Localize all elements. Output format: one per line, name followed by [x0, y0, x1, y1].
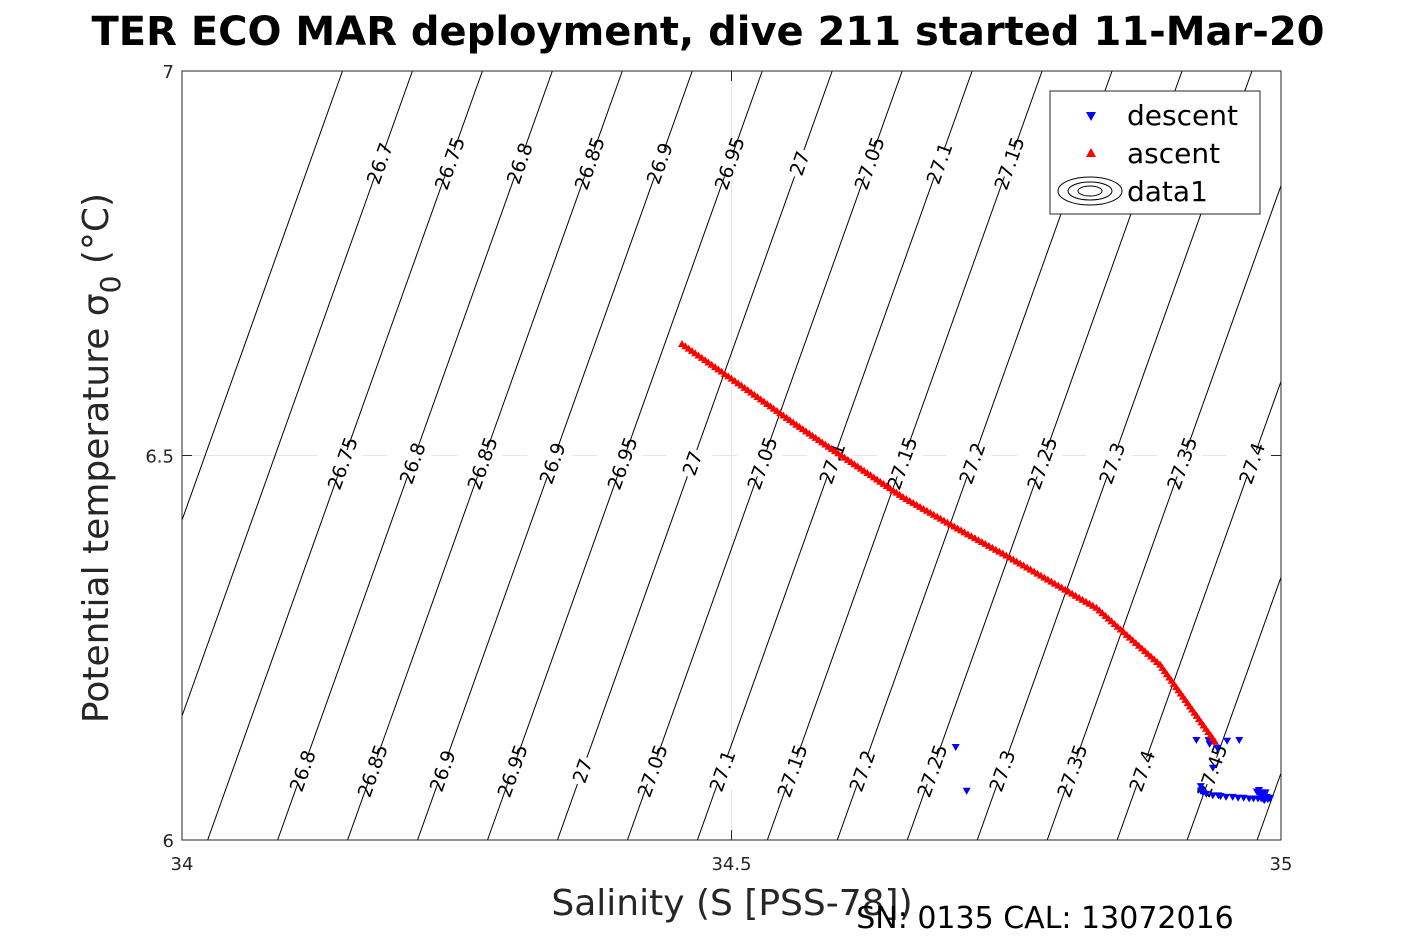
contour-label-bg	[1012, 441, 1072, 486]
contour-label-bg	[490, 141, 549, 186]
contour-label-bg	[383, 441, 442, 486]
contour-label-bg	[1112, 748, 1172, 793]
chart-title: TER ECO MAR deployment, dive 211 started…	[91, 9, 1324, 55]
contour-label-bg	[1182, 748, 1242, 793]
x-tick-label: 34.5	[711, 854, 751, 875]
contour-label-bg	[1082, 441, 1142, 486]
descent-point	[1263, 796, 1272, 804]
descent-point	[1196, 783, 1205, 791]
descent-point	[1234, 794, 1243, 802]
contour-label-bg	[420, 141, 479, 186]
ascent-marker-icon	[1086, 148, 1096, 157]
contour-label-bg	[1042, 748, 1102, 793]
contour-label-bg	[1222, 441, 1281, 486]
descent-point	[962, 787, 971, 795]
contour-label-bg	[832, 748, 892, 793]
contour-label-bg	[902, 748, 962, 793]
contour-label-bg	[630, 141, 689, 186]
contour-label-bg	[522, 441, 582, 486]
contour-label-bg	[732, 441, 792, 486]
contour-label-bg	[840, 141, 899, 186]
descent-point	[1239, 794, 1248, 802]
y-axis-label-unit: (°C)	[76, 193, 117, 276]
ascent-point	[1211, 737, 1220, 745]
contour-label-bg	[802, 441, 862, 486]
contour-label-bg	[909, 141, 969, 186]
contour-label-bg	[350, 141, 409, 186]
contour-label-bg	[560, 141, 619, 186]
footer-serial-cal: SN: 0135 CAL: 13072016	[856, 901, 1234, 936]
descent-point	[1258, 790, 1267, 798]
contour-label-bg	[700, 141, 759, 186]
contour-label-bg	[313, 441, 372, 486]
descent-point	[1228, 793, 1237, 801]
contour-label-bg	[1152, 441, 1212, 486]
descent-point	[1192, 737, 1201, 745]
x-tick-label: 34	[171, 854, 194, 875]
contour-label-bg	[592, 441, 652, 486]
contour-label-bg	[273, 748, 332, 793]
legend-entry-contours: data1	[1057, 175, 1208, 208]
isopycnal-line	[1327, 71, 1417, 840]
contour-label-bg	[972, 748, 1032, 793]
legend-entry-descent: descent	[1086, 99, 1238, 132]
descent-point	[1208, 764, 1217, 772]
y-tick-label: 7	[163, 62, 174, 83]
descent-point	[1205, 740, 1214, 748]
contour-label-bg	[622, 748, 682, 793]
isopycnal-line	[182, 71, 343, 522]
contour-label-bg	[872, 441, 932, 486]
contour-label-bg	[979, 141, 1039, 186]
x-axis-label: Salinity (S [PSS-78])	[551, 883, 912, 924]
contour-label-bg	[453, 441, 512, 486]
legend-label-descent: descent	[1127, 99, 1238, 132]
descent-point	[1222, 793, 1231, 801]
contour-label-bg	[942, 441, 1002, 486]
contour-label-bg	[762, 748, 822, 793]
descent-point	[951, 743, 960, 751]
legend-entry-ascent: ascent	[1086, 137, 1220, 170]
contour-label-bg	[552, 748, 612, 793]
y-axis-label: Potential temperature σ0 (°C)	[76, 193, 127, 723]
descent-point	[1252, 788, 1261, 796]
contour-label-bg	[413, 748, 472, 793]
descent-point	[1213, 744, 1222, 752]
descent-marker-icon	[1086, 112, 1096, 121]
isopycnal-line	[1186, 575, 1281, 840]
y-tick-label: 6	[163, 831, 174, 852]
y-tick-label: 6.5	[145, 447, 174, 468]
legend: descent ascent data1	[1049, 90, 1261, 215]
y-axis-label-subscript: 0	[94, 276, 127, 294]
descent-point	[1235, 737, 1244, 745]
data-series	[678, 339, 1275, 805]
y-axis-label-main: Potential temperature σ	[76, 293, 117, 723]
contour-label-bg	[770, 141, 829, 186]
axis-ticks: 34 34.5 35 6 6.5 7	[145, 62, 1292, 875]
contour-label-bg	[483, 748, 542, 793]
descent-point	[1216, 793, 1225, 801]
contour-label-bg	[662, 441, 722, 486]
descent-point	[1223, 737, 1232, 745]
legend-box	[1049, 90, 1261, 215]
contour-label-bg	[692, 748, 752, 793]
isopycnal-line	[182, 71, 413, 718]
x-tick-label: 35	[1270, 854, 1293, 875]
contour-legend-icon	[1057, 176, 1123, 206]
descent-point	[1198, 789, 1207, 797]
contour-label-bg	[343, 748, 402, 793]
descent-point	[1208, 792, 1217, 800]
legend-label-contours: data1	[1127, 175, 1208, 208]
legend-label-ascent: ascent	[1127, 137, 1220, 170]
